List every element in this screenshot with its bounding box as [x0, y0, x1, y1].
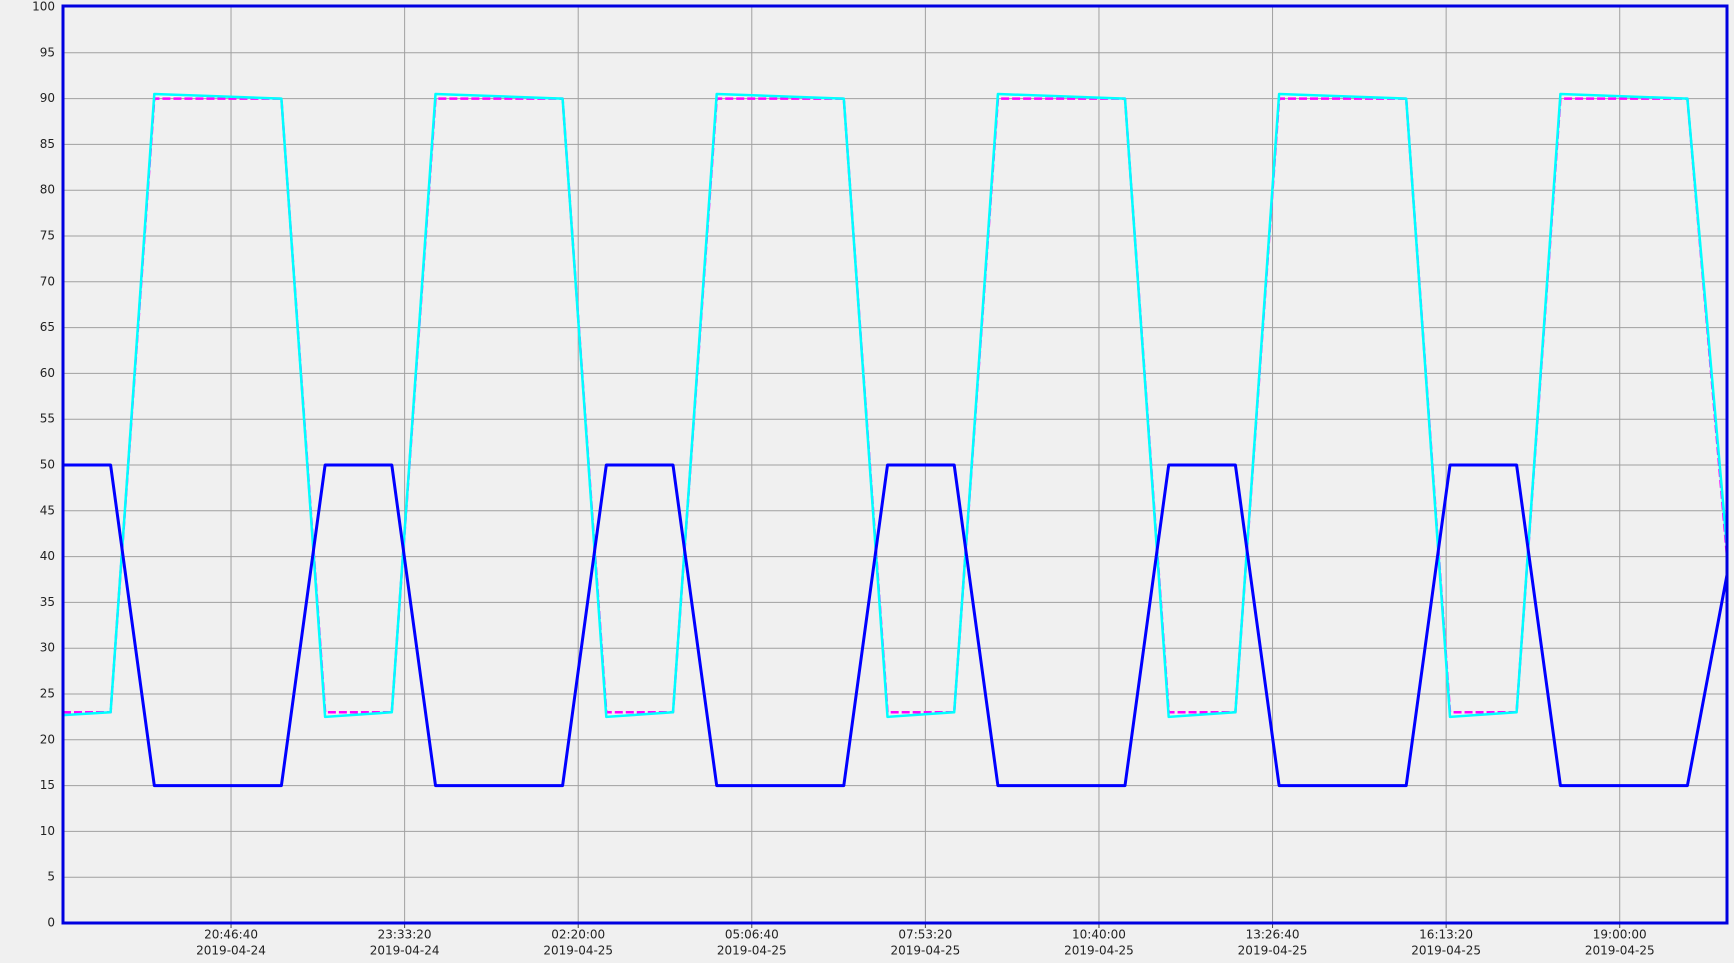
y-tick-label: 80 [40, 183, 55, 197]
x-tick-date: 2019-04-25 [1411, 944, 1481, 958]
y-tick-label: 10 [40, 824, 55, 838]
y-tick-label: 70 [40, 274, 55, 288]
y-tick-label: 100 [32, 0, 55, 14]
y-tick-label: 35 [40, 595, 55, 609]
y-tick-label: 15 [40, 778, 55, 792]
y-tick-label: 0 [47, 916, 55, 930]
x-tick-date: 2019-04-25 [1238, 944, 1308, 958]
y-tick-label: 55 [40, 412, 55, 426]
plot-border [61, 4, 1729, 925]
x-tick-label: 13:26:40 [1246, 928, 1300, 942]
y-tick-label: 65 [40, 320, 55, 334]
x-tick-label: 07:53:20 [898, 928, 952, 942]
y-tick-label: 25 [40, 687, 55, 701]
y-tick-label: 95 [40, 45, 55, 59]
y-tick-label: 5 [47, 870, 55, 884]
y-tick-label: 60 [40, 366, 55, 380]
series-line [63, 463, 1729, 788]
x-tick-label: 19:00:00 [1593, 928, 1647, 942]
y-tick-label: 45 [40, 503, 55, 517]
x-tick-date: 2019-04-25 [717, 944, 787, 958]
x-tick-date: 2019-04-24 [370, 944, 440, 958]
y-tick-label: 75 [40, 229, 55, 243]
y-tick-label: 50 [40, 458, 55, 472]
y-tick-label: 90 [40, 91, 55, 105]
x-tick-date: 2019-04-25 [891, 944, 961, 958]
x-tick-label: 16:13:20 [1419, 928, 1473, 942]
series-line [62, 92, 1729, 719]
x-tick-date: 2019-04-25 [1585, 944, 1655, 958]
x-tick-label: 10:40:00 [1072, 928, 1126, 942]
x-tick-label: 23:33:20 [378, 928, 432, 942]
y-tick-label: 20 [40, 732, 55, 746]
x-tick-label: 20:46:40 [204, 928, 258, 942]
x-tick-date: 2019-04-25 [1064, 944, 1134, 958]
x-tick-date: 2019-04-24 [196, 944, 266, 958]
x-tick-date: 2019-04-25 [543, 944, 613, 958]
y-tick-label: 30 [40, 641, 55, 655]
y-tick-label: 85 [40, 137, 55, 151]
x-tick-label: 02:20:00 [551, 928, 605, 942]
y-tick-label: 40 [40, 549, 55, 563]
x-tick-label: 05:06:40 [725, 928, 779, 942]
